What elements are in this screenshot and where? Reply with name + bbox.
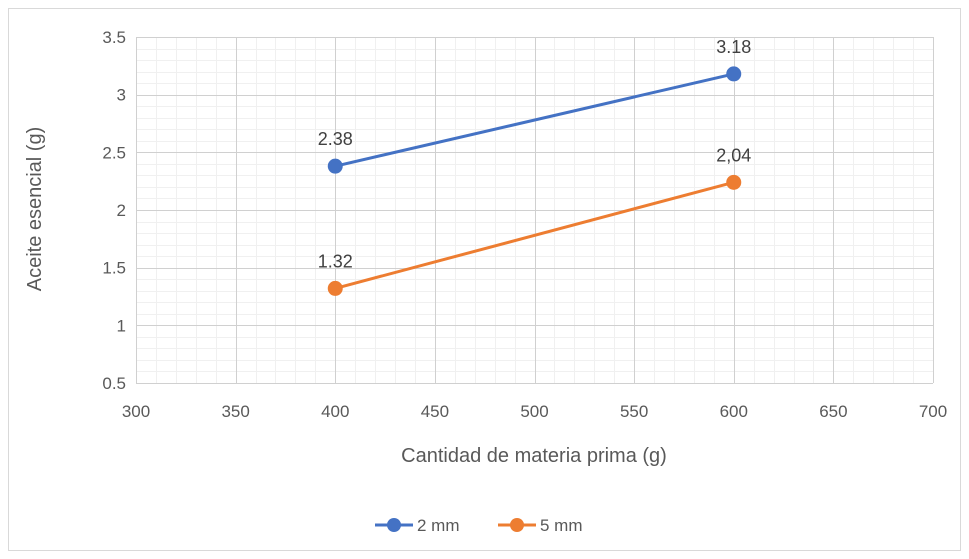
y-tick-label: 2 <box>117 201 126 220</box>
data-point <box>726 174 742 190</box>
y-axis-ticks: 0.5 1 1.5 2 2.5 3 3.5 <box>102 28 126 393</box>
series-layer <box>327 66 742 296</box>
legend-marker <box>387 518 401 532</box>
x-tick-label: 350 <box>221 402 249 421</box>
legend-label: 5 mm <box>540 516 583 535</box>
data-label: 2.38 <box>318 129 353 149</box>
x-axis-title: Cantidad de materia prima (g) <box>401 445 667 467</box>
legend: 2 mm 5 mm <box>375 516 583 535</box>
data-label: 1.32 <box>318 251 353 271</box>
y-tick-label: 2.5 <box>102 143 126 162</box>
y-tick-label: 1 <box>117 316 126 335</box>
data-point <box>327 158 343 174</box>
x-tick-label: 700 <box>919 402 947 421</box>
x-tick-label: 400 <box>321 402 349 421</box>
x-tick-label: 500 <box>520 402 548 421</box>
x-axis-ticks: 300 350 400 450 500 550 600 650 700 <box>122 402 947 421</box>
y-tick-label: 3.5 <box>102 28 126 47</box>
x-tick-label: 550 <box>620 402 648 421</box>
x-tick-label: 600 <box>720 402 748 421</box>
series-line-1 <box>333 72 736 168</box>
y-axis-title: Aceite esencial (g) <box>24 127 46 292</box>
y-tick-label: 1.5 <box>102 259 126 278</box>
y-tick-label: 3 <box>117 86 126 105</box>
major-grid <box>136 37 934 384</box>
data-point <box>726 66 742 82</box>
data-label: 2,04 <box>716 145 751 165</box>
data-label: 3.18 <box>716 37 751 57</box>
data-point <box>327 280 343 296</box>
data-labels: 2.38 3.18 1.32 2,04 <box>318 37 752 272</box>
legend-marker <box>510 518 524 532</box>
legend-label: 2 mm <box>417 516 460 535</box>
series-line-2 <box>333 180 736 290</box>
x-tick-label: 650 <box>819 402 847 421</box>
x-tick-label: 300 <box>122 402 150 421</box>
y-tick-label: 0.5 <box>102 374 126 393</box>
x-tick-label: 450 <box>421 402 449 421</box>
